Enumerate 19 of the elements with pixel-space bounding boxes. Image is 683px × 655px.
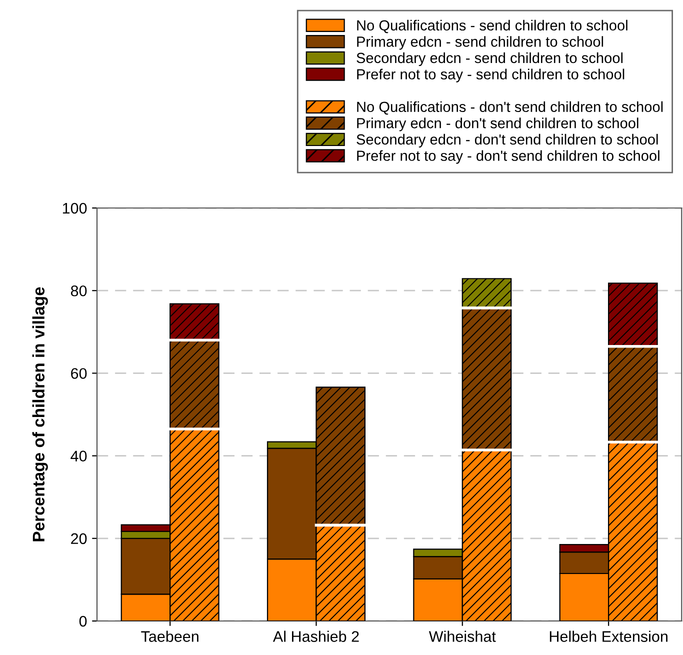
y-tick-label: 100 — [62, 202, 87, 214]
y-tick-label: 40 — [70, 450, 87, 462]
legend-label: No Qualifications - don't send children to school — [357, 101, 663, 115]
legend-label: Secondary edcn - send children to school — [356, 52, 623, 66]
y-tick-label: 60 — [71, 368, 87, 379]
legend-label: No Qualifications - send children to school — [357, 20, 628, 34]
legend-label: Prefer not to say - don't send children to school — [357, 150, 660, 164]
x-tick-label: Helbeh Extension — [550, 630, 668, 642]
legend-label: Primary edcn - don't send children to school — [357, 118, 638, 132]
legend-label: Primary edcn - send children to school — [357, 36, 604, 50]
x-tick-label: Al Hashieb 2 — [272, 630, 359, 642]
x-tick-label: Wiheishat — [428, 630, 496, 642]
y-tick-label: 80 — [70, 285, 87, 296]
legend-label: Prefer not to say - send children to school — [357, 68, 624, 82]
y-axis-title: Percentage of children in village — [32, 287, 48, 542]
x-tick-label: Taebeen — [141, 630, 198, 642]
legend-label: Secondary edcn - don't send children to school — [356, 134, 658, 148]
y-tick-label: 0 — [79, 616, 87, 627]
y-tick-label: 20 — [71, 533, 87, 544]
